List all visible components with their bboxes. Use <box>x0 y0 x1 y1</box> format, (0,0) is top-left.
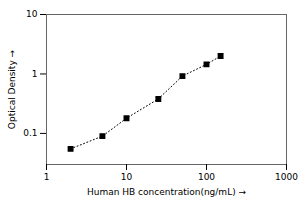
svg-text:Human HB concentration(ng/mL): Human HB concentration(ng/mL) → <box>87 187 247 197</box>
svg-text:1: 1 <box>44 172 50 182</box>
svg-text:10: 10 <box>26 9 38 19</box>
svg-text:100: 100 <box>198 172 215 182</box>
svg-text:10: 10 <box>121 172 133 182</box>
svg-text:0.1: 0.1 <box>23 128 37 138</box>
svg-text:1: 1 <box>32 69 38 79</box>
svg-text:Optical Density →: Optical Density → <box>7 49 17 129</box>
svg-text:1000: 1000 <box>275 172 298 182</box>
